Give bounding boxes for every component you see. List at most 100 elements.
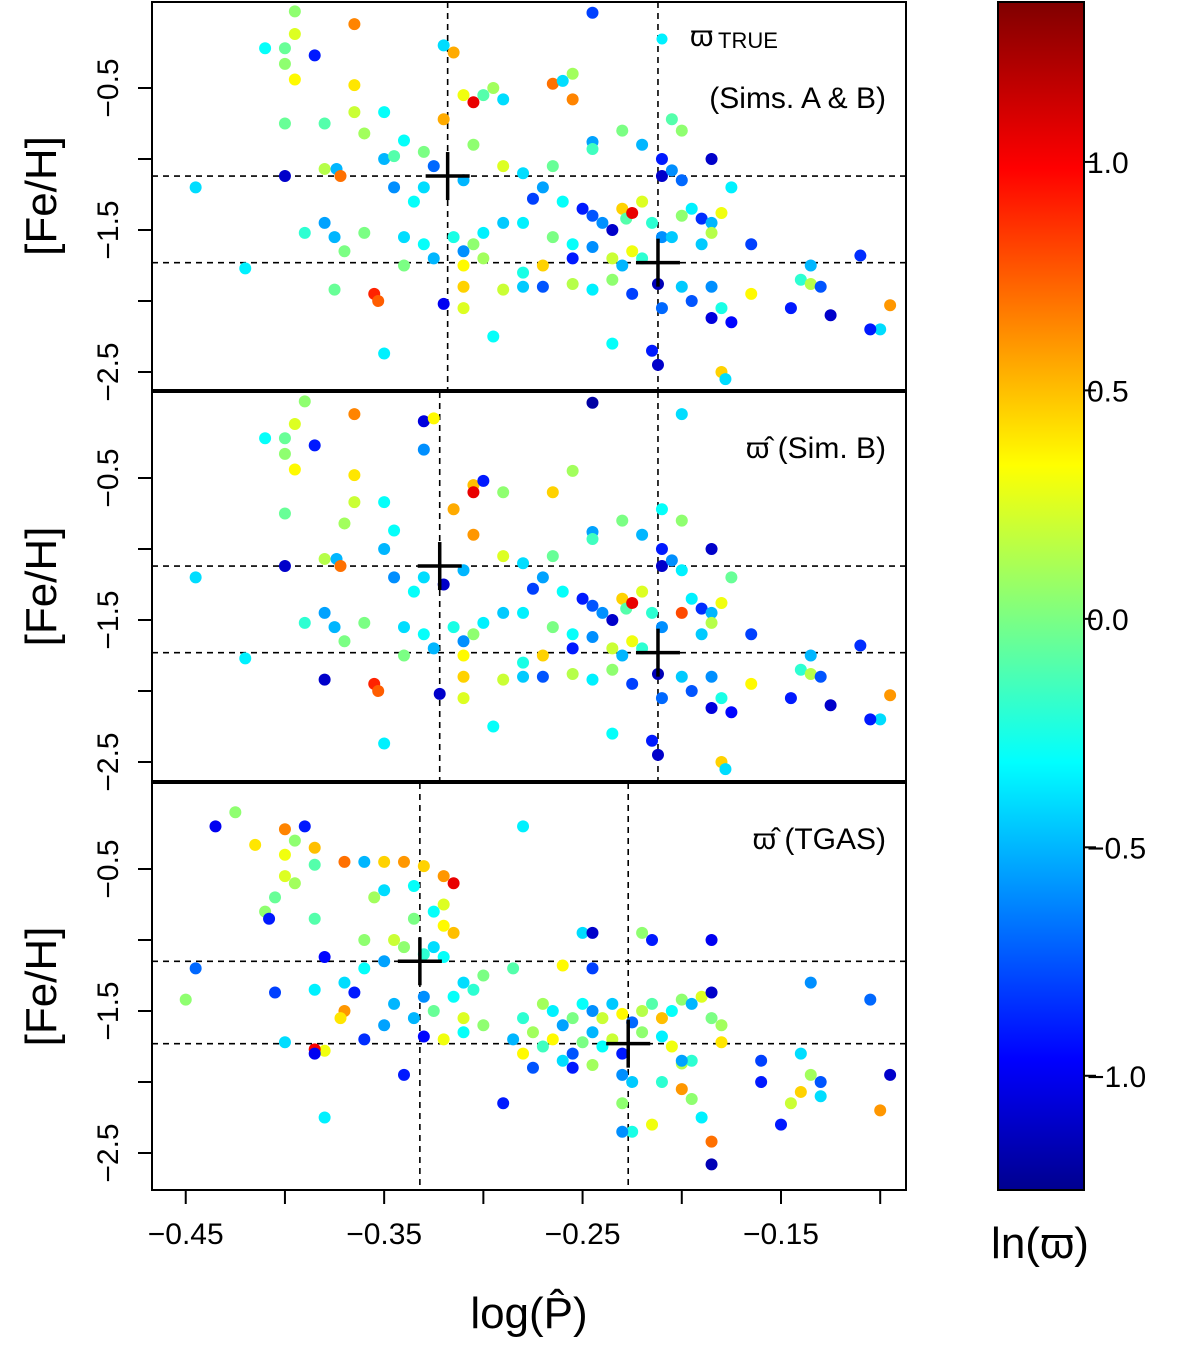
data-point xyxy=(338,245,351,258)
data-point xyxy=(606,997,619,1010)
panel-1-frame xyxy=(151,1,907,391)
data-point xyxy=(636,195,649,208)
data-point xyxy=(705,1012,718,1025)
data-point xyxy=(477,252,490,265)
data-point xyxy=(328,621,341,634)
data-point xyxy=(626,635,639,648)
data-point xyxy=(427,642,440,655)
colorbar-tick-label: −0.5 xyxy=(1087,832,1146,865)
data-point xyxy=(725,316,738,329)
data-point xyxy=(417,415,430,428)
data-point xyxy=(318,117,331,130)
data-point xyxy=(884,299,897,312)
data-point xyxy=(675,514,688,527)
data-point xyxy=(655,302,668,315)
data-point xyxy=(334,560,347,573)
data-point xyxy=(566,464,579,477)
data-point xyxy=(616,1047,629,1060)
panel-1-label: ϖ xyxy=(690,20,713,53)
data-point xyxy=(378,496,391,509)
data-point xyxy=(467,983,480,996)
data-point xyxy=(318,951,331,964)
data-point xyxy=(566,1012,579,1025)
data-point xyxy=(348,106,361,119)
data-point xyxy=(651,358,664,371)
data-point xyxy=(407,195,420,208)
data-point xyxy=(536,259,549,272)
data-point xyxy=(278,432,291,445)
data-point xyxy=(556,585,569,598)
data-point xyxy=(269,986,282,999)
data-point xyxy=(278,447,291,460)
data-point xyxy=(497,283,510,296)
data-point xyxy=(517,1012,530,1025)
data-point xyxy=(665,164,678,177)
y-tick-label: −0.5 xyxy=(92,839,125,898)
colorbar-title: ln(ϖ) xyxy=(991,1219,1089,1268)
data-point xyxy=(566,667,579,680)
data-point xyxy=(814,280,827,293)
data-point xyxy=(397,231,410,244)
data-point xyxy=(457,670,470,683)
centroid-cross xyxy=(417,542,462,591)
data-point xyxy=(467,528,480,541)
panel-1-label-sub: TRUE xyxy=(718,28,778,53)
data-point xyxy=(626,677,639,690)
data-point xyxy=(626,206,639,219)
data-point xyxy=(586,533,599,546)
data-point xyxy=(298,820,311,833)
data-point xyxy=(685,685,698,697)
data-point xyxy=(804,1068,817,1081)
data-point xyxy=(497,550,510,563)
data-point xyxy=(437,113,450,126)
data-point xyxy=(318,552,331,565)
data-point xyxy=(874,1104,887,1117)
data-point xyxy=(417,145,430,158)
data-point xyxy=(517,820,530,833)
data-point xyxy=(556,74,569,87)
data-point xyxy=(864,713,877,726)
data-point xyxy=(308,983,321,996)
data-point xyxy=(794,1047,807,1060)
data-point xyxy=(626,596,639,609)
data-point xyxy=(626,245,639,258)
data-point xyxy=(334,1012,347,1025)
data-point xyxy=(388,150,401,163)
data-point xyxy=(298,395,311,408)
data-point xyxy=(487,82,500,94)
data-point xyxy=(348,408,361,421)
y-tick-label: −2.5 xyxy=(92,342,125,401)
data-point xyxy=(437,39,450,52)
data-point xyxy=(566,628,579,641)
panel-2-frame xyxy=(151,391,907,782)
data-point xyxy=(278,42,291,55)
colorbar-gradient xyxy=(997,1,1085,1191)
data-point xyxy=(417,443,430,456)
data-point xyxy=(407,1012,420,1025)
data-point xyxy=(278,507,291,520)
data-point xyxy=(288,28,301,41)
data-point xyxy=(358,127,371,140)
data-point xyxy=(397,855,410,868)
data-point xyxy=(685,1093,698,1106)
data-point xyxy=(705,1135,718,1148)
x-tick-label: −0.25 xyxy=(545,1218,621,1251)
data-point xyxy=(556,1019,569,1032)
data-point xyxy=(497,160,510,173)
y-tick-label: −2.5 xyxy=(92,1123,125,1182)
data-point xyxy=(665,1005,678,1017)
data-point xyxy=(288,5,301,18)
data-point xyxy=(606,614,619,626)
data-point xyxy=(388,181,401,194)
data-point xyxy=(774,1118,787,1131)
data-point xyxy=(695,602,708,615)
data-point xyxy=(824,309,837,322)
data-point xyxy=(705,702,718,715)
data-point xyxy=(586,1026,599,1039)
data-point xyxy=(189,181,202,194)
data-point xyxy=(397,134,410,147)
data-point xyxy=(278,848,291,861)
data-point xyxy=(566,277,579,290)
data-point xyxy=(705,153,718,165)
data-point xyxy=(715,206,728,219)
